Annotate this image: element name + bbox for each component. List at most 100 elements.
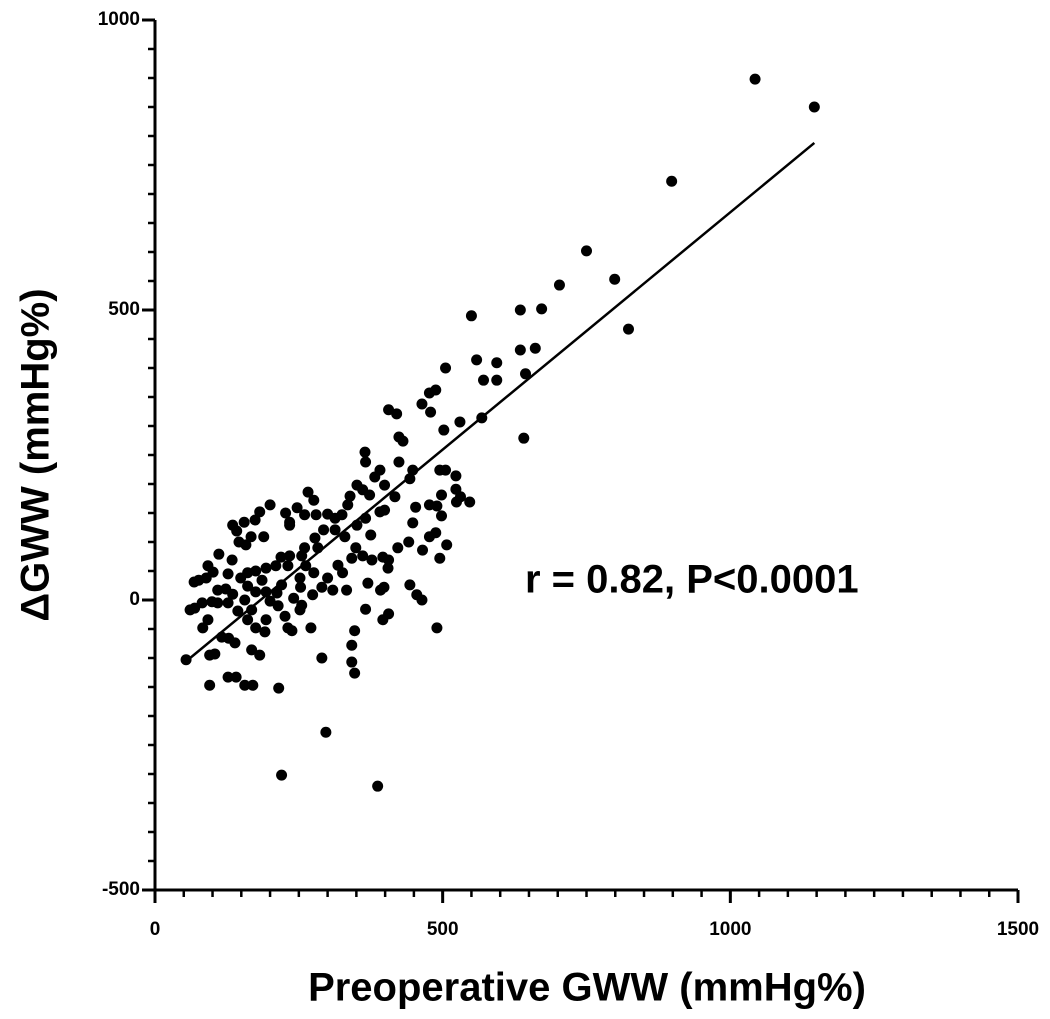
point <box>288 592 300 604</box>
point <box>350 542 362 554</box>
point <box>254 506 266 518</box>
point <box>808 101 820 113</box>
point <box>581 245 592 257</box>
point <box>417 544 429 556</box>
point <box>229 637 241 649</box>
point <box>359 446 371 458</box>
point <box>366 554 378 566</box>
point <box>416 594 428 606</box>
point <box>310 509 322 521</box>
point <box>204 679 216 691</box>
annotation: r = 0.82, P<0.0001 <box>525 558 859 602</box>
point <box>279 610 291 622</box>
point <box>425 406 437 418</box>
point <box>441 539 453 551</box>
point <box>250 622 262 634</box>
point <box>284 519 296 531</box>
point <box>250 586 262 598</box>
point <box>222 597 234 609</box>
point <box>360 456 372 468</box>
point <box>374 506 386 518</box>
point <box>258 531 270 543</box>
point <box>212 597 224 609</box>
point <box>316 581 328 593</box>
point <box>233 536 245 548</box>
point <box>272 600 284 612</box>
point <box>246 604 258 616</box>
x-tick-label: 0 <box>150 919 161 940</box>
point <box>227 588 239 600</box>
point <box>431 500 443 512</box>
point <box>609 273 621 285</box>
point <box>239 594 251 606</box>
point <box>202 614 214 626</box>
point <box>318 524 330 536</box>
point <box>270 560 282 572</box>
point <box>197 622 209 634</box>
point <box>246 644 258 656</box>
point <box>260 614 272 626</box>
point <box>188 576 200 588</box>
point <box>284 550 296 562</box>
point <box>276 769 288 781</box>
point <box>327 584 339 596</box>
point <box>308 567 320 579</box>
point <box>308 494 320 506</box>
point <box>520 368 532 380</box>
point <box>295 581 307 593</box>
point <box>553 279 565 291</box>
point <box>238 516 250 528</box>
point <box>362 577 374 589</box>
point <box>299 542 311 554</box>
point <box>342 499 354 511</box>
point <box>440 362 452 374</box>
point <box>393 456 405 468</box>
point <box>382 562 394 574</box>
point <box>434 552 446 564</box>
point <box>404 579 416 591</box>
point <box>431 622 443 634</box>
point <box>249 514 261 526</box>
point <box>273 682 285 694</box>
point <box>377 614 389 626</box>
y-tick-label: -500 <box>102 879 140 900</box>
point <box>294 604 306 616</box>
point <box>300 560 312 572</box>
point <box>259 626 271 638</box>
point <box>212 584 224 596</box>
point <box>349 625 361 637</box>
point <box>202 560 214 572</box>
point <box>316 652 328 664</box>
point <box>430 527 442 539</box>
point <box>372 780 384 792</box>
point <box>454 416 466 428</box>
point <box>360 603 372 615</box>
point <box>357 550 369 562</box>
point <box>491 357 503 369</box>
point <box>260 562 272 574</box>
y-tick-label: 500 <box>108 299 140 320</box>
point <box>351 479 363 491</box>
point <box>514 344 526 356</box>
point <box>666 175 678 187</box>
y-tick-label: 0 <box>129 589 140 610</box>
point <box>282 560 294 572</box>
x-tick-label: 1500 <box>997 919 1039 940</box>
point <box>242 614 254 626</box>
point <box>231 525 243 537</box>
point <box>438 424 450 436</box>
point <box>322 572 334 584</box>
point <box>465 310 477 322</box>
point <box>392 542 404 554</box>
point <box>346 552 358 564</box>
point <box>247 679 259 691</box>
x-tick-label: 500 <box>427 919 459 940</box>
point <box>471 354 483 366</box>
point <box>276 579 288 591</box>
point <box>232 605 244 617</box>
point <box>239 679 251 691</box>
point <box>518 432 530 444</box>
point <box>226 554 238 566</box>
point <box>379 479 391 491</box>
